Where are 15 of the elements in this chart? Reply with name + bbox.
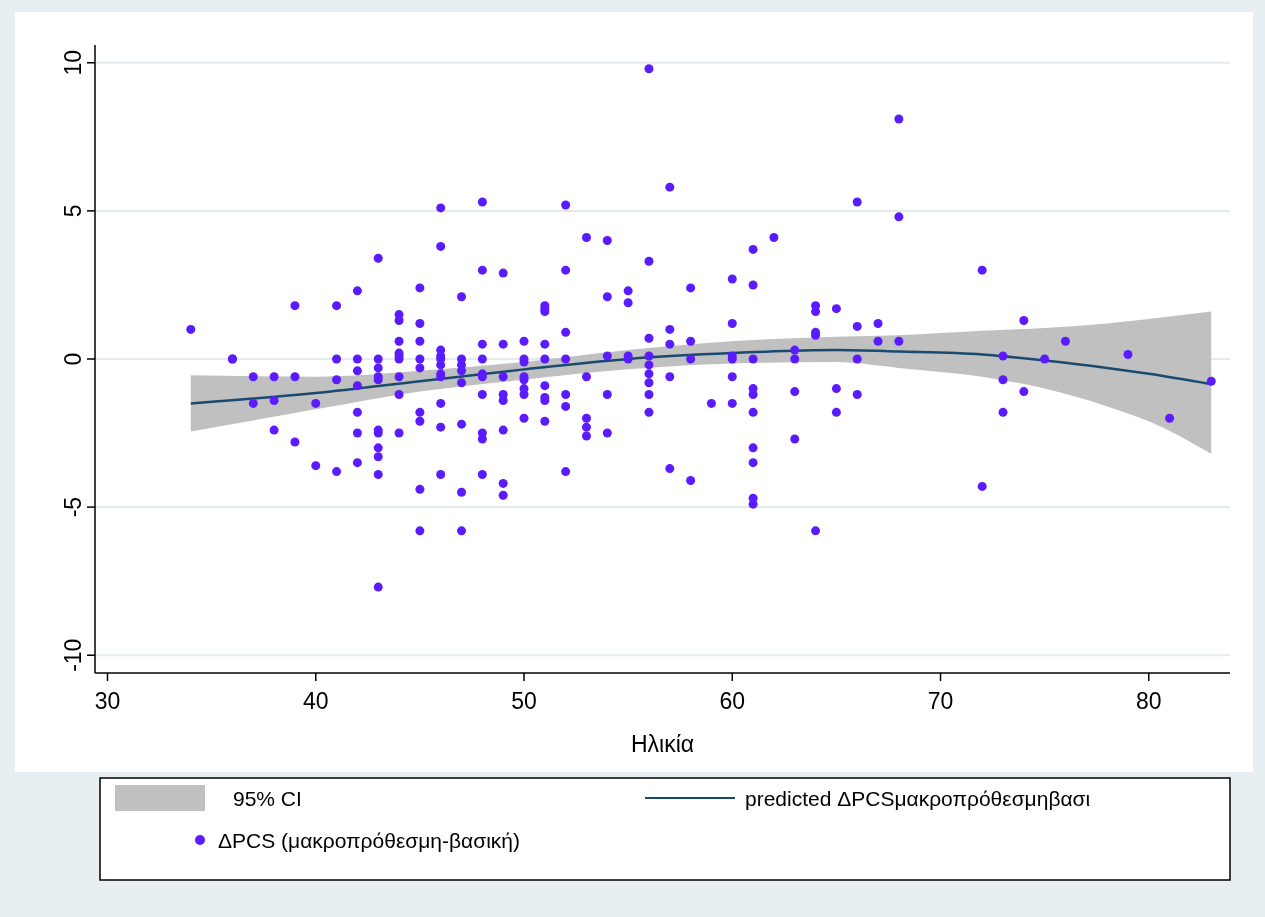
x-tick-label: 70 bbox=[927, 688, 954, 714]
x-tick-label: 80 bbox=[1135, 688, 1162, 714]
text: 95% CI bbox=[233, 787, 302, 810]
y-tick-label: -10 bbox=[60, 638, 86, 672]
x-axis-title: Ηλικία bbox=[630, 731, 695, 757]
y-tick-label: -5 bbox=[60, 496, 86, 518]
x-tick-label: 30 bbox=[94, 688, 121, 714]
legend-label: predicted ΔPCSμακροπρόθεσμηβασι bbox=[745, 787, 1091, 810]
y-tick-label: 0 bbox=[60, 352, 86, 366]
y-tick-label: 5 bbox=[60, 204, 86, 218]
x-tick-label: 60 bbox=[719, 688, 746, 714]
legend-label: ΔPCS (μακροπρόθεσμη-βασική) bbox=[218, 829, 521, 852]
y-tick-label: 10 bbox=[60, 49, 86, 76]
x-tick-label: 50 bbox=[511, 688, 537, 714]
x-tick-label: 40 bbox=[302, 688, 329, 714]
